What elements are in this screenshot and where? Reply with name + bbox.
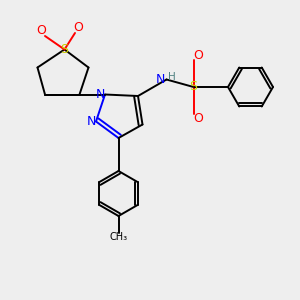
Text: O: O bbox=[74, 21, 83, 34]
Text: CH₃: CH₃ bbox=[110, 232, 128, 242]
Text: N: N bbox=[96, 88, 106, 101]
Text: H: H bbox=[168, 71, 176, 82]
Text: O: O bbox=[193, 49, 203, 62]
Text: S: S bbox=[190, 80, 197, 94]
Text: N: N bbox=[87, 115, 97, 128]
Text: N: N bbox=[156, 73, 165, 86]
Text: S: S bbox=[61, 43, 68, 56]
Text: O: O bbox=[193, 112, 203, 125]
Text: O: O bbox=[37, 24, 46, 37]
